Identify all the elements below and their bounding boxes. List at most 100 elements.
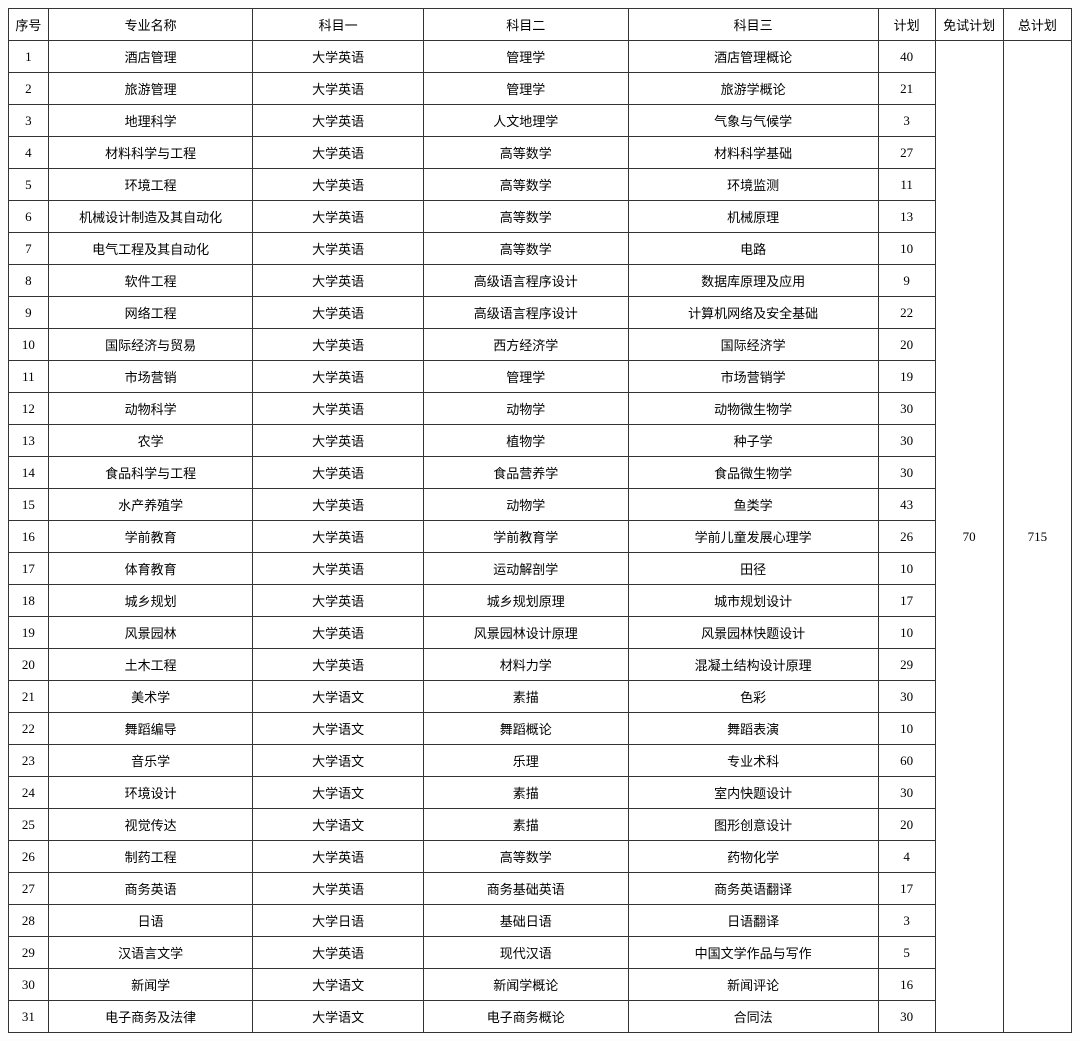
cell-seq: 25 (9, 809, 49, 841)
cell-plan: 9 (878, 265, 935, 297)
cell-seq: 15 (9, 489, 49, 521)
table-row: 24环境设计大学语文素描室内快题设计30 (9, 777, 1072, 809)
cell-sub1: 大学英语 (253, 649, 424, 681)
table-row: 30新闻学大学语文新闻学概论新闻评论16 (9, 969, 1072, 1001)
cell-sub2: 新闻学概论 (423, 969, 628, 1001)
table-row: 21美术学大学语文素描色彩30 (9, 681, 1072, 713)
cell-plan: 30 (878, 1001, 935, 1033)
cell-sub1: 大学英语 (253, 201, 424, 233)
cell-seq: 8 (9, 265, 49, 297)
cell-sub2: 管理学 (423, 361, 628, 393)
cell-name: 汉语言文学 (48, 937, 253, 969)
cell-name: 食品科学与工程 (48, 457, 253, 489)
cell-name: 视觉传达 (48, 809, 253, 841)
table-row: 16学前教育大学英语学前教育学学前儿童发展心理学26 (9, 521, 1072, 553)
cell-sub1: 大学日语 (253, 905, 424, 937)
cell-sub2: 材料力学 (423, 649, 628, 681)
cell-plan: 30 (878, 425, 935, 457)
cell-name: 日语 (48, 905, 253, 937)
cell-name: 国际经济与贸易 (48, 329, 253, 361)
cell-seq: 22 (9, 713, 49, 745)
cell-sub2: 城乡规划原理 (423, 585, 628, 617)
cell-sub2: 素描 (423, 809, 628, 841)
cell-plan: 19 (878, 361, 935, 393)
cell-name: 水产养殖学 (48, 489, 253, 521)
cell-sub3: 新闻评论 (628, 969, 878, 1001)
cell-plan: 40 (878, 41, 935, 73)
cell-sub1: 大学英语 (253, 585, 424, 617)
table-row: 11市场营销大学英语管理学市场营销学19 (9, 361, 1072, 393)
cell-sub2: 风景园林设计原理 (423, 617, 628, 649)
cell-name: 学前教育 (48, 521, 253, 553)
cell-name: 环境工程 (48, 169, 253, 201)
cell-sub1: 大学语文 (253, 1001, 424, 1033)
cell-plan: 17 (878, 585, 935, 617)
cell-sub3: 种子学 (628, 425, 878, 457)
table-row: 22舞蹈编导大学语文舞蹈概论舞蹈表演10 (9, 713, 1072, 745)
table-row: 15水产养殖学大学英语动物学鱼类学43 (9, 489, 1072, 521)
header-sub2: 科目二 (423, 9, 628, 41)
table-row: 7电气工程及其自动化大学英语高等数学电路10 (9, 233, 1072, 265)
cell-plan: 16 (878, 969, 935, 1001)
table-row: 18城乡规划大学英语城乡规划原理城市规划设计17 (9, 585, 1072, 617)
cell-sub2: 基础日语 (423, 905, 628, 937)
table-row: 26制药工程大学英语高等数学药物化学4 (9, 841, 1072, 873)
table-row: 12动物科学大学英语动物学动物微生物学30 (9, 393, 1072, 425)
cell-plan: 3 (878, 105, 935, 137)
cell-sub2: 西方经济学 (423, 329, 628, 361)
cell-sub1: 大学英语 (253, 521, 424, 553)
table-row: 3地理科学大学英语人文地理学气象与气候学3 (9, 105, 1072, 137)
cell-sub1: 大学英语 (253, 457, 424, 489)
cell-seq: 5 (9, 169, 49, 201)
cell-seq: 3 (9, 105, 49, 137)
cell-sub1: 大学英语 (253, 329, 424, 361)
cell-seq: 20 (9, 649, 49, 681)
cell-sub1: 大学英语 (253, 137, 424, 169)
cell-plan: 10 (878, 233, 935, 265)
cell-name: 软件工程 (48, 265, 253, 297)
cell-seq: 23 (9, 745, 49, 777)
cell-sub1: 大学语文 (253, 969, 424, 1001)
cell-sub3: 机械原理 (628, 201, 878, 233)
cell-plan: 17 (878, 873, 935, 905)
header-seq: 序号 (9, 9, 49, 41)
cell-plan: 4 (878, 841, 935, 873)
cell-sub3: 环境监测 (628, 169, 878, 201)
cell-sub3: 酒店管理概论 (628, 41, 878, 73)
cell-sub1: 大学英语 (253, 873, 424, 905)
cell-sub2: 动物学 (423, 489, 628, 521)
cell-seq: 21 (9, 681, 49, 713)
table-header-row: 序号 专业名称 科目一 科目二 科目三 计划 免试计划 总计划 (9, 9, 1072, 41)
majors-table: 序号 专业名称 科目一 科目二 科目三 计划 免试计划 总计划 1酒店管理大学英… (8, 8, 1072, 1033)
cell-seq: 12 (9, 393, 49, 425)
header-sub1: 科目一 (253, 9, 424, 41)
cell-name: 环境设计 (48, 777, 253, 809)
cell-plan: 3 (878, 905, 935, 937)
cell-plan: 30 (878, 457, 935, 489)
table-row: 9网络工程大学英语高级语言程序设计计算机网络及安全基础22 (9, 297, 1072, 329)
cell-sub2: 高等数学 (423, 841, 628, 873)
cell-seq: 19 (9, 617, 49, 649)
cell-plan: 60 (878, 745, 935, 777)
header-plan: 计划 (878, 9, 935, 41)
cell-seq: 1 (9, 41, 49, 73)
cell-sub2: 植物学 (423, 425, 628, 457)
cell-sub1: 大学英语 (253, 73, 424, 105)
cell-seq: 27 (9, 873, 49, 905)
cell-sub3: 商务英语翻译 (628, 873, 878, 905)
cell-name: 机械设计制造及其自动化 (48, 201, 253, 233)
table-body: 1酒店管理大学英语管理学酒店管理概论40707152旅游管理大学英语管理学旅游学… (9, 41, 1072, 1033)
cell-sub3: 国际经济学 (628, 329, 878, 361)
cell-plan: 11 (878, 169, 935, 201)
cell-sub3: 数据库原理及应用 (628, 265, 878, 297)
table-row: 2旅游管理大学英语管理学旅游学概论21 (9, 73, 1072, 105)
table-row: 27商务英语大学英语商务基础英语商务英语翻译17 (9, 873, 1072, 905)
cell-name: 材料科学与工程 (48, 137, 253, 169)
cell-plan: 43 (878, 489, 935, 521)
cell-sub2: 管理学 (423, 73, 628, 105)
cell-name: 动物科学 (48, 393, 253, 425)
table-row: 6机械设计制造及其自动化大学英语高等数学机械原理13 (9, 201, 1072, 233)
header-exempt: 免试计划 (935, 9, 1003, 41)
cell-plan: 26 (878, 521, 935, 553)
cell-sub2: 高等数学 (423, 137, 628, 169)
